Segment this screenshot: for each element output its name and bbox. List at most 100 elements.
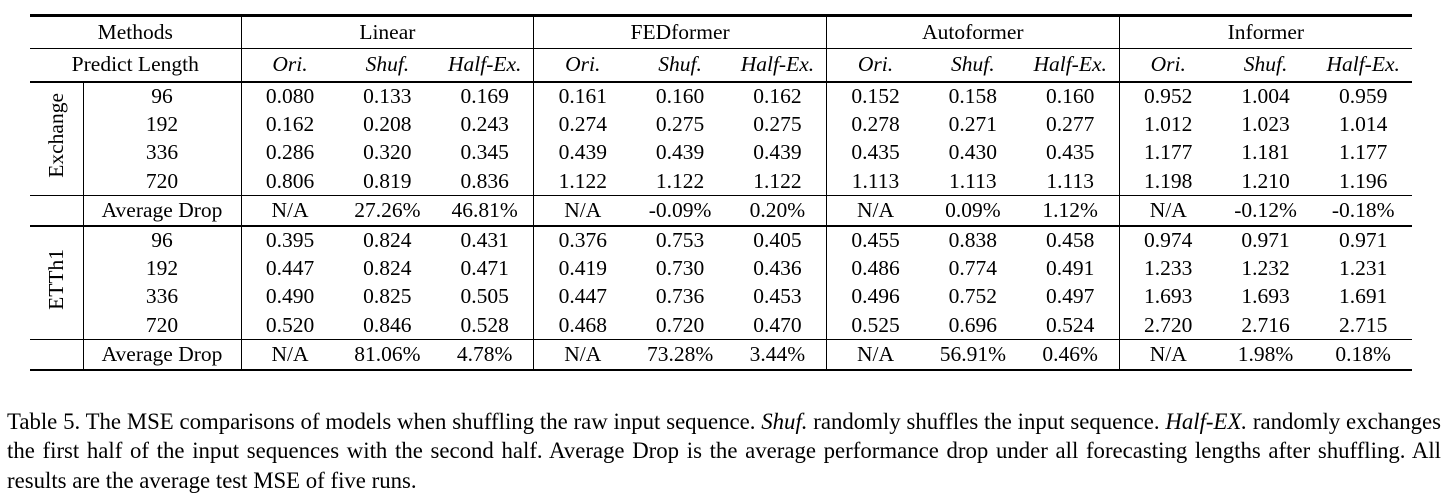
mse-cell: 0.730 bbox=[655, 255, 705, 280]
predict-length-cell: 336 bbox=[82, 282, 241, 311]
empty-cell bbox=[30, 195, 83, 227]
average-drop-label: Average Drop bbox=[82, 339, 241, 370]
mse-cell: 0.505 bbox=[460, 284, 509, 309]
mse-cell: 0.455 bbox=[825, 225, 925, 254]
caption-term-shuf: Shuf. bbox=[761, 408, 808, 434]
subcol-header: Half-Ex. bbox=[728, 48, 827, 83]
mse-cell: 0.320 bbox=[363, 140, 412, 165]
mse-cell: 1.181 bbox=[1241, 140, 1290, 165]
mse-cell: 0.846 bbox=[363, 312, 412, 337]
mse-cell: 0.470 bbox=[753, 312, 802, 337]
dataset-label-exchange: Exchange bbox=[43, 93, 68, 179]
subcol-header: Shuf. bbox=[631, 48, 729, 83]
subcol-header: Half-Ex. bbox=[1021, 48, 1120, 83]
group-header-linear: Linear bbox=[240, 15, 534, 49]
mse-cell: 0.436 bbox=[753, 255, 802, 280]
mse-cell: 0.275 bbox=[655, 111, 705, 136]
mse-cell: 1.210 bbox=[1241, 168, 1290, 193]
avg-cell: 1.98% bbox=[1216, 339, 1315, 370]
mse-cell: 1.196 bbox=[1338, 168, 1388, 193]
subcol-header: Shuf. bbox=[338, 48, 437, 83]
mse-cell: 0.819 bbox=[363, 168, 412, 193]
table-row: 336 0.286 0.320 0.345 0.439 0.439 0.439 … bbox=[30, 138, 1412, 167]
mse-cell: 0.158 bbox=[948, 83, 998, 108]
avg-cell: 3.44% bbox=[728, 339, 827, 370]
table-row: 192 0.162 0.208 0.243 0.274 0.275 0.275 … bbox=[30, 110, 1412, 139]
mse-cell: 0.959 bbox=[1338, 83, 1388, 108]
mse-cell: 0.824 bbox=[363, 227, 412, 252]
mse-cell: 0.971 bbox=[1241, 227, 1290, 252]
mse-cell: 0.435 bbox=[825, 138, 925, 167]
subcol-header: Shuf. bbox=[1216, 48, 1315, 83]
avg-cell: N/A bbox=[1118, 195, 1217, 227]
group-header-fedformer: FEDformer bbox=[533, 15, 827, 49]
mse-cell: 0.439 bbox=[533, 138, 632, 167]
predict-length-cell: 192 bbox=[82, 110, 241, 139]
subcol-header: Shuf. bbox=[924, 48, 1022, 83]
group-header-informer: Informer bbox=[1118, 15, 1412, 49]
avg-cell: 0.46% bbox=[1021, 339, 1120, 370]
caption-text: randomly shuffles the input sequence. bbox=[807, 408, 1166, 434]
avg-cell: 0.18% bbox=[1314, 339, 1412, 370]
mse-cell: 1.122 bbox=[655, 168, 705, 193]
mse-cell: 0.161 bbox=[533, 81, 632, 110]
mse-cell: 0.277 bbox=[1045, 111, 1095, 136]
mse-cell: 0.490 bbox=[240, 282, 339, 311]
avg-cell: N/A bbox=[240, 339, 339, 370]
mse-cell: 0.162 bbox=[753, 83, 802, 108]
mse-cell: 1.232 bbox=[1241, 255, 1290, 280]
mse-cell: 0.471 bbox=[460, 255, 509, 280]
mse-cell: 0.736 bbox=[655, 284, 705, 309]
mse-cell: 0.243 bbox=[460, 111, 509, 136]
mse-cell: 0.753 bbox=[655, 227, 705, 252]
mse-cell: 0.271 bbox=[948, 111, 998, 136]
mse-cell: 0.838 bbox=[948, 227, 998, 252]
mse-cell: 1.113 bbox=[825, 167, 925, 196]
predict-length-cell: 336 bbox=[82, 138, 241, 167]
subcol-header: Half-Ex. bbox=[436, 48, 534, 83]
mse-cell: 1.693 bbox=[1118, 282, 1217, 311]
mse-cell: 0.525 bbox=[825, 311, 925, 340]
mse-cell: 1.023 bbox=[1241, 111, 1290, 136]
mse-cell: 0.696 bbox=[948, 312, 998, 337]
paper-table-figure: Methods Linear FEDformer Autoformer Info… bbox=[7, 14, 1441, 493]
mse-cell: 0.974 bbox=[1118, 225, 1217, 254]
mse-cell: 2.715 bbox=[1338, 312, 1388, 337]
dataset-label-etth1: ETTh1 bbox=[43, 249, 68, 311]
avg-cell: N/A bbox=[240, 195, 339, 227]
table-caption: Table 5. The MSE comparisons of models w… bbox=[7, 407, 1441, 495]
methods-header: Methods bbox=[30, 15, 241, 49]
table-row: 720 0.520 0.846 0.528 0.468 0.720 0.470 … bbox=[30, 311, 1412, 340]
avg-cell: 56.91% bbox=[924, 339, 1022, 370]
mse-cell: 1.012 bbox=[1118, 110, 1217, 139]
average-drop-label: Average Drop bbox=[82, 195, 241, 227]
avg-cell: 4.78% bbox=[436, 339, 534, 370]
predict-length-cell: 96 bbox=[82, 225, 241, 254]
mse-cell: 0.419 bbox=[533, 254, 632, 283]
mse-cell: 0.447 bbox=[533, 282, 632, 311]
avg-cell: 0.09% bbox=[924, 195, 1022, 227]
mse-cell: 0.405 bbox=[753, 227, 802, 252]
group-header-autoformer: Autoformer bbox=[825, 15, 1120, 49]
mse-cell: 0.208 bbox=[363, 111, 412, 136]
subcol-header: Half-Ex. bbox=[1314, 48, 1412, 83]
predict-length-cell: 192 bbox=[82, 254, 241, 283]
caption-text: Table 5. The MSE comparisons of models w… bbox=[7, 408, 762, 434]
mse-cell: 0.524 bbox=[1045, 312, 1095, 337]
subheader-row: Predict Length Ori. Shuf. Half-Ex. Ori. … bbox=[30, 48, 1412, 83]
mse-cell: 0.447 bbox=[240, 254, 339, 283]
mse-cell: 0.528 bbox=[460, 312, 509, 337]
mse-cell: 1.691 bbox=[1338, 284, 1388, 309]
avg-cell: -0.18% bbox=[1314, 195, 1412, 227]
mse-cell: 0.278 bbox=[825, 110, 925, 139]
mse-cell: 2.720 bbox=[1118, 311, 1217, 340]
mse-cell: 1.113 bbox=[949, 168, 997, 193]
mse-cell: 2.716 bbox=[1241, 312, 1290, 337]
empty-cell bbox=[30, 339, 83, 370]
avg-cell: N/A bbox=[533, 195, 632, 227]
subcol-header: Ori. bbox=[825, 48, 925, 83]
avg-cell: N/A bbox=[825, 195, 925, 227]
avg-cell: N/A bbox=[825, 339, 925, 370]
mse-cell: 0.435 bbox=[1045, 140, 1095, 165]
mse-cell: 0.274 bbox=[533, 110, 632, 139]
